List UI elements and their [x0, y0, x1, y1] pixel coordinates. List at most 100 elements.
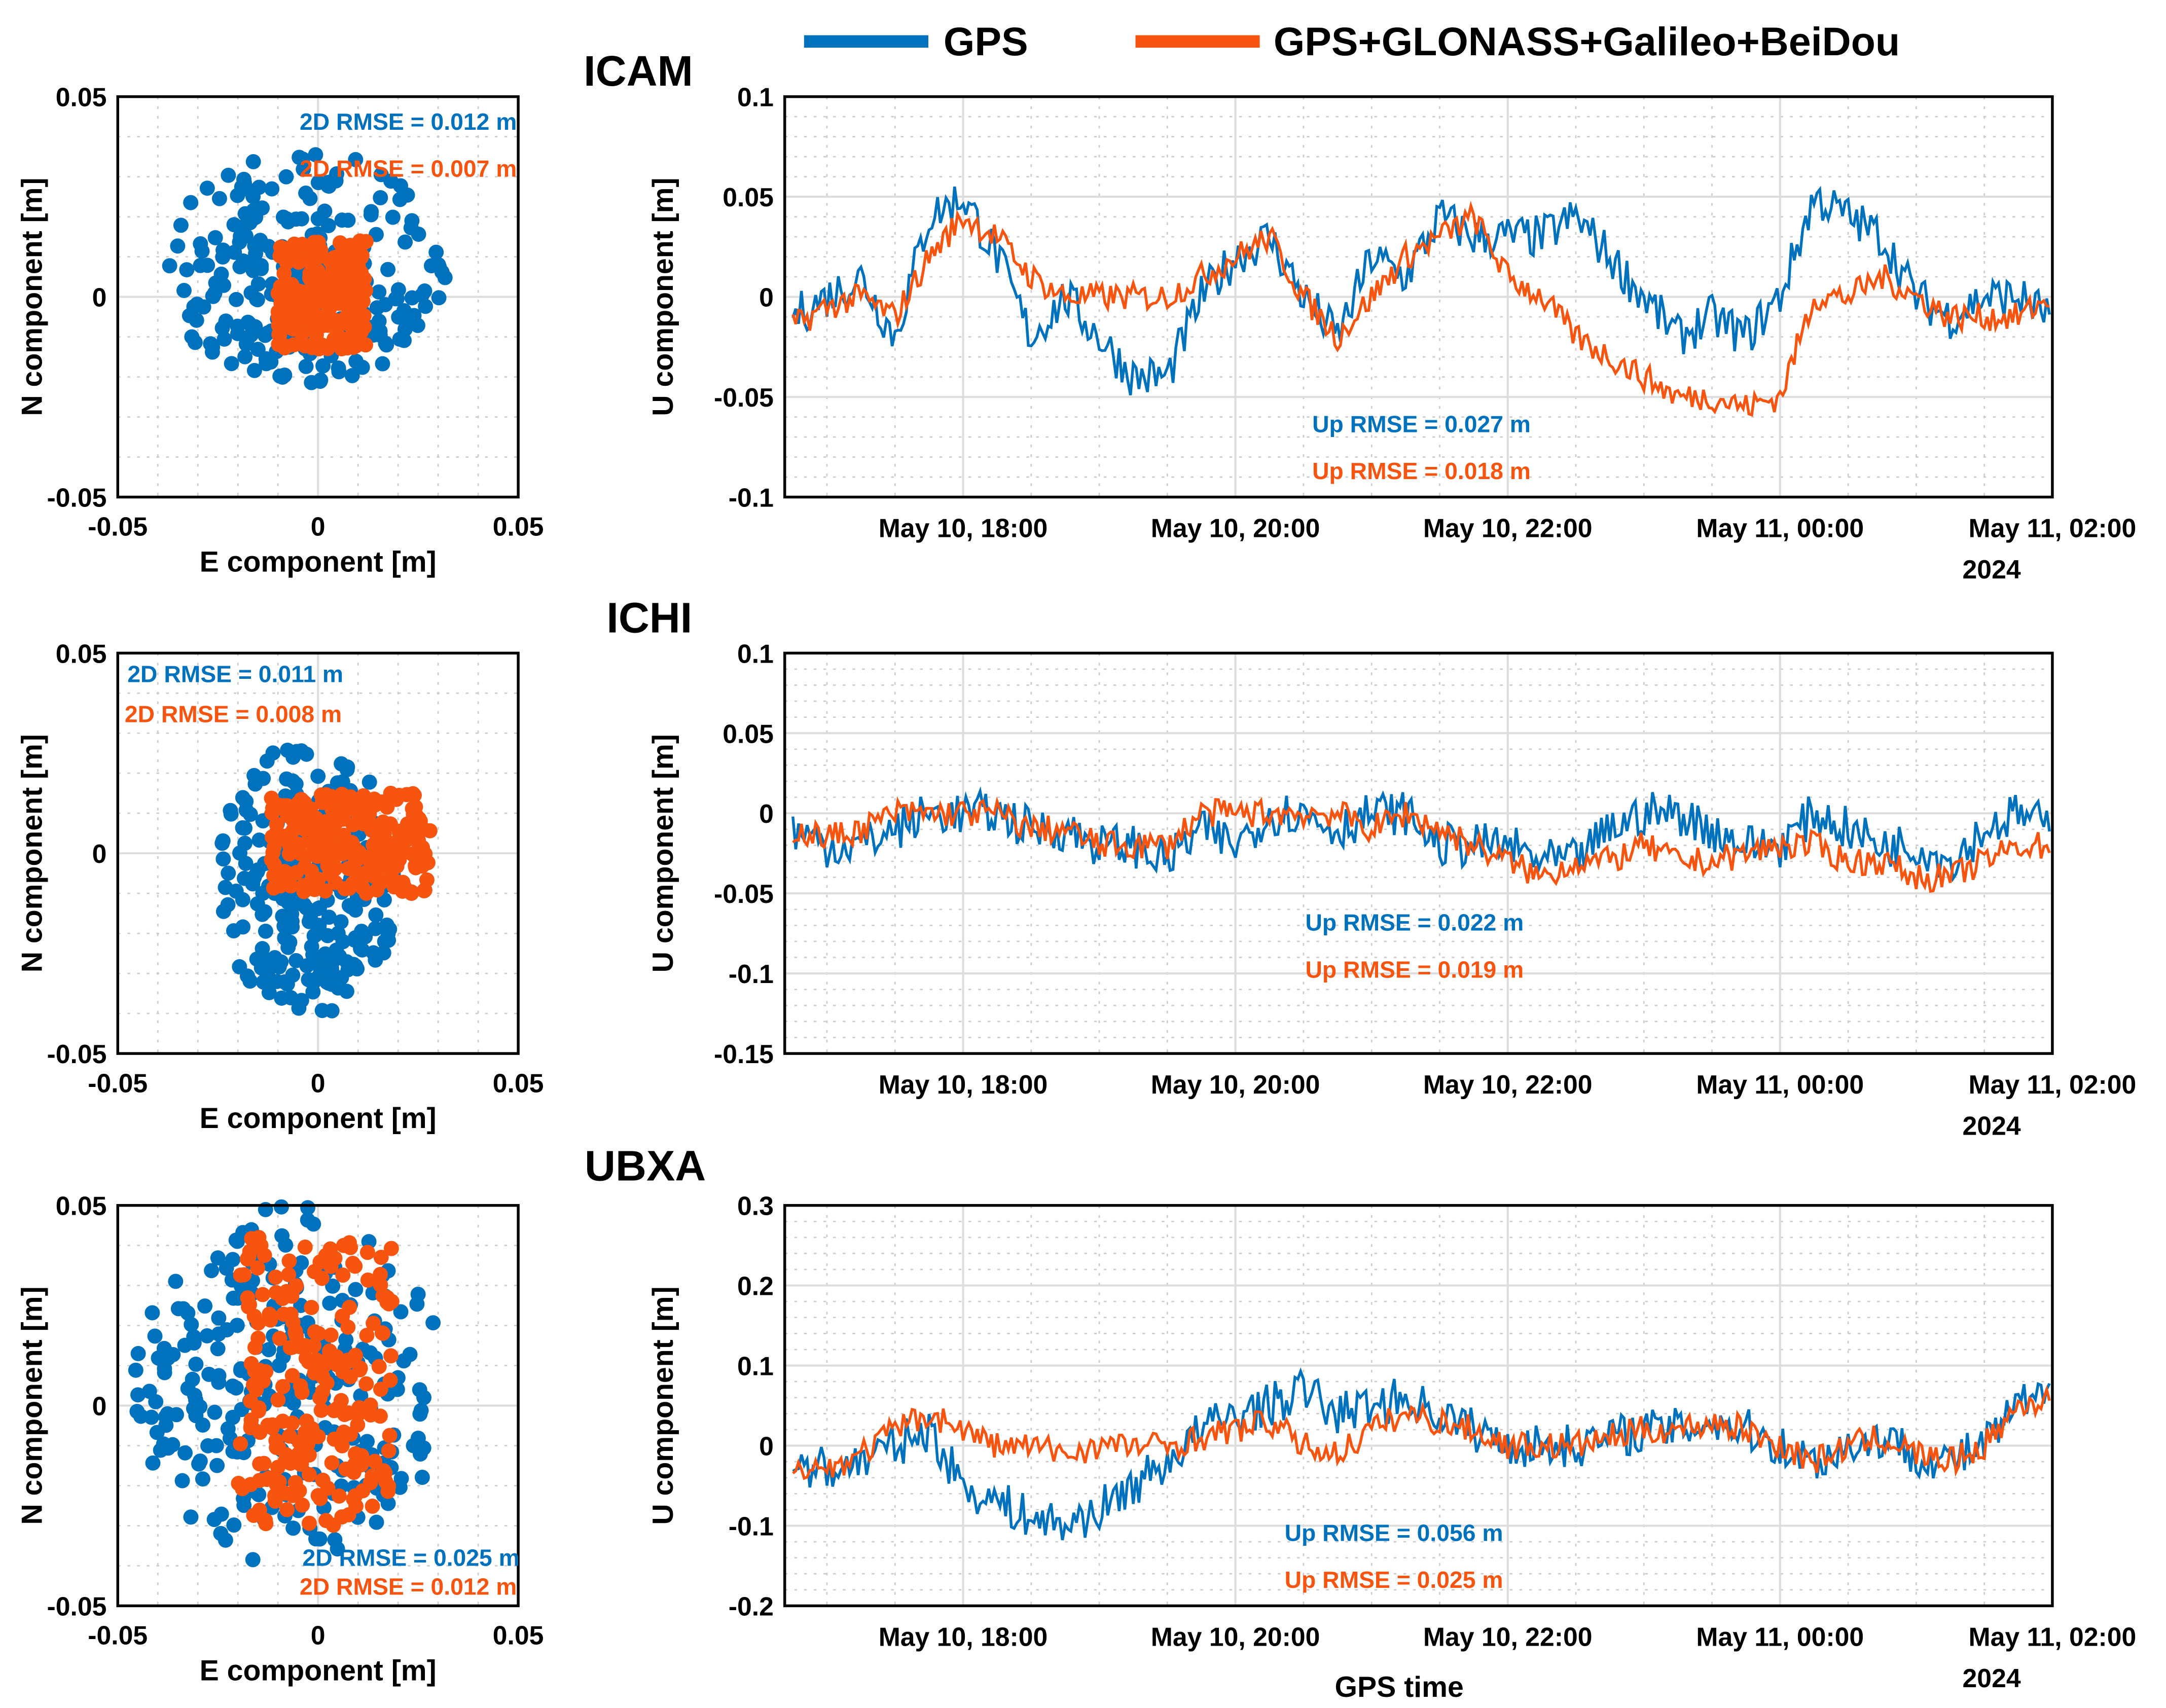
multi-scatter-point [397, 880, 413, 895]
gps-scatter-point [210, 1250, 226, 1266]
gps-scatter-point [250, 276, 266, 292]
plot-frame [116, 651, 520, 1055]
gps-scatter-point [305, 984, 321, 1000]
multi-scatter-point [262, 1470, 277, 1486]
multi-scatter-point [306, 277, 321, 293]
multi-scatter-point [375, 1325, 391, 1341]
x-tick-label: May 10, 22:00 [1423, 1622, 1593, 1651]
gps-scatter-point [325, 1278, 341, 1294]
multi-scatter-point [381, 1478, 396, 1494]
y-tick-label: -0.05 [47, 1039, 107, 1069]
e-axis-label: E component [m] [200, 1102, 437, 1135]
multi-scatter-point [327, 1251, 343, 1266]
gps-scatter-point [160, 1440, 176, 1456]
scatter-panel-ichi: -0.05-0.05 0 0 0.05 0.05 E component [m] N com… [16, 639, 544, 1135]
multi-scatter-point [363, 1475, 378, 1491]
multi-scatter-point [407, 787, 422, 803]
gps-scatter-point [237, 349, 253, 365]
gps-scatter-point [215, 833, 231, 849]
gps-scatter-point [348, 353, 364, 369]
multi-scatter-point [363, 1397, 378, 1413]
y-tick-label: 0.1 [737, 1352, 774, 1381]
legend-gps-label: GPS [944, 19, 1028, 64]
multi-scatter-point [400, 816, 415, 832]
multi-scatter-point [367, 851, 382, 866]
year-label: 2024 [1963, 555, 2021, 584]
gps-scatter-point [228, 883, 244, 899]
timeseries-panel-ubxa: 0.3 0.2 0.1 0 -0.1 -0.2 May 10, 18:00 May 10, 2… [647, 1191, 2136, 1693]
gps-scatter-point [363, 207, 379, 223]
gps-scatter-point [275, 209, 291, 225]
multi-scatter-point [275, 1379, 291, 1395]
multi-scatter-point [310, 1488, 326, 1504]
gps-scatter-point [308, 147, 323, 163]
multi-scatter-point [383, 1348, 399, 1364]
gps-scatter-point [238, 336, 254, 352]
gps-scatter-point [372, 323, 388, 339]
multi-scatter-point [366, 1316, 381, 1331]
multi-scatter-point [313, 1402, 329, 1418]
y-tick-label: 0 [759, 1432, 774, 1461]
multi-scatter-point [277, 340, 293, 356]
gps-scatter-point [303, 910, 318, 926]
gps-scatter-point [242, 973, 258, 989]
gps-scatter-point [246, 362, 262, 378]
gps-scatter-point [224, 356, 239, 372]
gps-scatter-point [285, 1520, 301, 1536]
y-tick-label: -0.05 [47, 1592, 107, 1621]
multi-scatter-point [282, 1340, 298, 1356]
gps-scatter-point [280, 894, 296, 910]
gps-scatter-point [393, 1471, 409, 1486]
y-tick-label: 0.05 [56, 83, 107, 112]
gps-scatter-point [310, 769, 326, 784]
gps-scatter-point [376, 945, 391, 961]
gps-scatter-point [220, 897, 236, 913]
gps-scatter-point [215, 249, 231, 265]
multi-scatter-point [382, 1372, 398, 1388]
multi-up-rmse: Up RMSE = 0.018 m [1312, 458, 1531, 484]
gps-scatter-point [368, 907, 384, 923]
gps-scatter-point [245, 1552, 261, 1568]
multi-scatter-point [294, 1385, 310, 1400]
gps-scatter-point [296, 897, 312, 913]
gps-scatter-point [257, 904, 273, 920]
y-tick-label: 0.05 [723, 719, 774, 748]
gps-scatter-point [128, 1362, 143, 1378]
multi-up-rmse: Up RMSE = 0.025 m [1285, 1567, 1503, 1593]
y-tick-label: -0.15 [714, 1039, 774, 1069]
multi-scatter-point [295, 1497, 310, 1513]
gps-scatter-point [425, 1315, 441, 1331]
gps-scatter-point [213, 266, 229, 282]
gps-2d-rmse: 2D RMSE = 0.012 m [300, 108, 517, 135]
multi-scatter-point [345, 876, 360, 891]
gps-scatter-point [240, 314, 256, 330]
gps-scatter-point [306, 953, 321, 968]
gps-scatter-point [182, 308, 197, 323]
multi-scatter-point [301, 1515, 317, 1531]
gps-scatter-point [147, 1328, 163, 1344]
multi-scatter-point [389, 834, 405, 850]
multi-scatter-point [275, 1288, 291, 1304]
gps-series-line [791, 186, 2051, 395]
multi-scatter-point [351, 851, 367, 866]
multi-scatter-point [337, 804, 353, 820]
gps-scatter-point [254, 258, 269, 273]
multi-scatter-point [315, 1369, 331, 1385]
multi-scatter-point [375, 814, 391, 830]
y-tick-label: -0.05 [714, 879, 774, 908]
gps-scatter-point [238, 856, 254, 871]
gps-scatter-point [227, 244, 242, 260]
gps-scatter-point [179, 262, 195, 278]
gps-scatter-point [274, 990, 290, 1006]
gps-scatter-point [184, 1317, 199, 1332]
multi-scatter-point [416, 883, 432, 899]
gps-up-rmse: Up RMSE = 0.027 m [1312, 411, 1531, 437]
gps-scatter-point [237, 835, 252, 851]
gps-scatter-point [246, 768, 262, 783]
multi-scatter-point [422, 823, 438, 839]
gps-scatter-point [229, 292, 244, 307]
multi-scatter-point [322, 834, 338, 850]
multi-scatter-point [320, 341, 336, 356]
multi-scatter-point [285, 1487, 301, 1503]
multi-scatter-point [268, 1269, 283, 1285]
